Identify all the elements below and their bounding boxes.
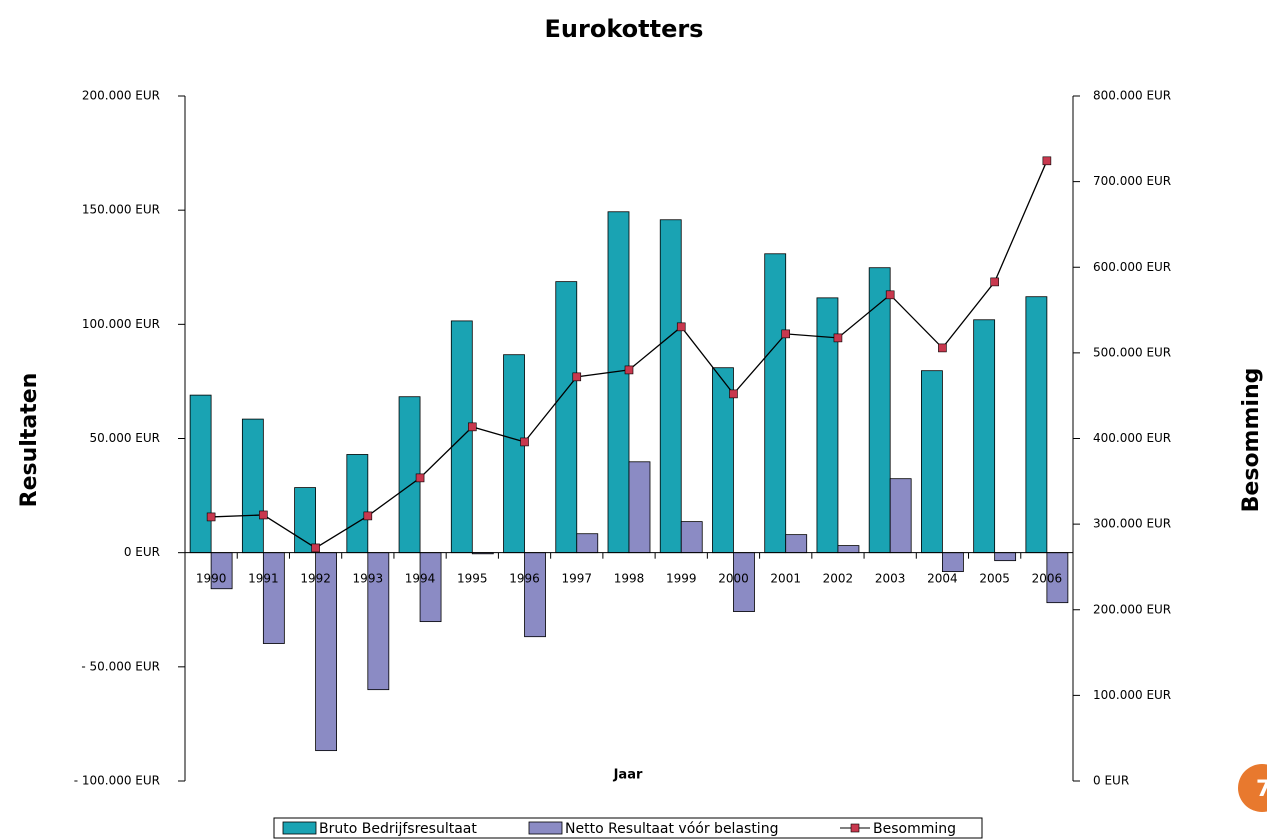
- x-tick-label: 2002: [823, 572, 854, 586]
- marker: [624, 365, 634, 375]
- x-tick-label: 1997: [561, 572, 592, 586]
- legend-box: [273, 817, 983, 839]
- bar: [294, 487, 316, 554]
- x-tick-label: 2004: [927, 572, 958, 586]
- y2-tick-label: 500.000 EUR: [1093, 345, 1171, 359]
- marker: [676, 322, 686, 332]
- bar: [868, 267, 891, 554]
- bar: [785, 534, 808, 554]
- bar: [680, 521, 703, 554]
- x-tick-label: 1992: [300, 572, 331, 586]
- y-axis-title: Resultaten: [17, 373, 42, 508]
- marker: [833, 333, 843, 343]
- marker: [990, 277, 999, 287]
- bar: [524, 552, 546, 638]
- x-tick-label: 2000: [718, 572, 749, 586]
- legend-swatch: [282, 821, 317, 835]
- marker: [885, 290, 895, 300]
- x-tick-label: 1995: [457, 572, 488, 586]
- y-tick-label: - 50.000 EUR: [81, 659, 160, 673]
- bar: [994, 552, 1017, 562]
- x-tick-label: 1996: [509, 572, 540, 586]
- legend-label: Besomming: [873, 821, 956, 837]
- x-tick-label: 2006: [1032, 572, 1063, 586]
- y-tick-label: 150.000 EUR: [82, 203, 160, 217]
- legend-marker: [850, 823, 860, 833]
- x-tick-label: 1990: [196, 572, 227, 586]
- chart-title: Eurokotters: [545, 15, 704, 43]
- bar: [628, 461, 651, 554]
- x-axis-title: Jaar: [613, 768, 643, 783]
- marker: [363, 511, 373, 521]
- bar: [576, 533, 599, 554]
- page-number: 7: [1256, 777, 1267, 802]
- page-badge: [1238, 764, 1267, 812]
- bar: [262, 552, 285, 644]
- y2-tick-label: 700.000 EUR: [1093, 174, 1171, 188]
- bar: [764, 253, 787, 554]
- y2-tick-label: 200.000 EUR: [1093, 602, 1171, 616]
- marker: [415, 473, 425, 483]
- bar: [503, 354, 525, 554]
- y2-tick-label: 0 EUR: [1093, 774, 1129, 788]
- bar: [189, 394, 212, 554]
- y2-axis-title: Besomming: [1239, 368, 1264, 513]
- marker: [781, 329, 791, 339]
- x-tick-label: 1994: [405, 572, 436, 586]
- bar: [837, 545, 860, 554]
- bar: [1025, 296, 1048, 554]
- x-tick-label: 1993: [353, 572, 384, 586]
- bar: [346, 454, 369, 554]
- marker: [467, 422, 477, 432]
- y2-tick-label: 800.000 EUR: [1093, 89, 1171, 103]
- bar: [607, 211, 630, 554]
- marker: [259, 510, 268, 520]
- bar: [241, 418, 264, 554]
- legend-label: Bruto Bedrijfsresultaat: [319, 821, 477, 837]
- bar: [973, 319, 996, 554]
- y-tick-label: 50.000 EUR: [89, 431, 160, 445]
- marker: [520, 437, 529, 447]
- bar: [555, 281, 578, 554]
- y-tick-label: 200.000 EUR: [82, 89, 160, 103]
- marker: [729, 389, 738, 399]
- y2-tick-label: 400.000 EUR: [1093, 431, 1171, 445]
- bar: [942, 552, 964, 573]
- x-tick-label: 1999: [666, 572, 697, 586]
- marker: [206, 512, 216, 522]
- bar: [659, 219, 682, 554]
- y-tick-label: 0 EUR: [124, 545, 160, 559]
- bar: [921, 370, 943, 554]
- x-tick-label: 1998: [614, 572, 645, 586]
- x-tick-label: 1991: [248, 572, 279, 586]
- y-tick-label: 100.000 EUR: [82, 317, 160, 331]
- marker: [311, 543, 320, 553]
- x-tick-label: 2003: [875, 572, 906, 586]
- bar: [889, 478, 912, 554]
- y-tick-label: - 100.000 EUR: [74, 774, 160, 788]
- legend-swatch: [528, 821, 563, 835]
- y2-tick-label: 100.000 EUR: [1093, 688, 1171, 702]
- y2-tick-label: 300.000 EUR: [1093, 517, 1171, 531]
- x-tick-label: 2005: [979, 572, 1010, 586]
- marker: [938, 343, 947, 353]
- bar: [419, 552, 442, 623]
- legend-label: Netto Resultaat vóór belasting: [565, 821, 778, 837]
- marker: [572, 372, 582, 382]
- y2-tick-label: 600.000 EUR: [1093, 260, 1171, 274]
- x-tick-label: 2001: [770, 572, 801, 586]
- marker: [1042, 156, 1052, 166]
